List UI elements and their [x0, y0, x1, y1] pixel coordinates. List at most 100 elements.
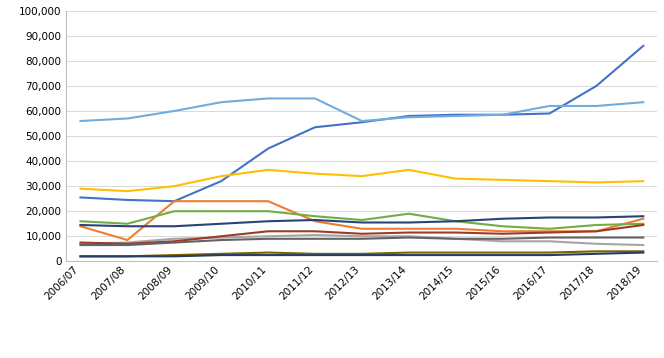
Middle East — [499, 232, 507, 236]
South America — [217, 252, 225, 256]
Line: North America: North America — [80, 216, 643, 226]
China — [358, 120, 366, 125]
Malaysia — [76, 242, 84, 246]
Middle East — [358, 232, 366, 236]
South America — [546, 251, 554, 255]
Other Europe — [592, 236, 600, 240]
Other Asia — [217, 174, 225, 178]
South America — [499, 251, 507, 255]
Malaysia — [639, 243, 647, 247]
North America — [170, 224, 178, 228]
Australasia — [311, 253, 319, 257]
South America — [170, 253, 178, 257]
India — [358, 227, 366, 231]
Middle East — [264, 229, 272, 233]
Middle East — [170, 239, 178, 243]
Other Asia — [311, 171, 319, 176]
China — [452, 112, 459, 117]
South America — [124, 254, 131, 258]
Malaysia — [592, 242, 600, 246]
Middle East — [452, 231, 459, 235]
Africa — [358, 218, 366, 222]
India — [405, 227, 413, 231]
India — [264, 199, 272, 203]
Total EU — [405, 115, 413, 120]
Australasia — [358, 253, 366, 257]
China — [170, 199, 178, 203]
China — [546, 111, 554, 116]
Middle East — [639, 223, 647, 227]
Australasia — [170, 254, 178, 258]
North America — [311, 218, 319, 222]
Other Asia — [639, 179, 647, 183]
Total EU — [639, 100, 647, 105]
Africa — [639, 222, 647, 226]
India — [311, 219, 319, 223]
Australasia — [452, 253, 459, 257]
Other Asia — [592, 180, 600, 185]
Other Europe — [639, 236, 647, 240]
Total EU — [217, 100, 225, 105]
Malaysia — [546, 239, 554, 243]
South America — [76, 254, 84, 258]
Total EU — [311, 96, 319, 101]
Other Europe — [499, 237, 507, 241]
India — [546, 229, 554, 233]
China — [76, 195, 84, 199]
India — [170, 199, 178, 203]
Australasia — [217, 253, 225, 257]
Line: India: India — [80, 201, 643, 240]
Total EU — [592, 104, 600, 108]
Africa — [124, 222, 131, 226]
Africa — [264, 209, 272, 213]
Middle East — [217, 234, 225, 238]
Australasia — [124, 254, 131, 258]
Line: Africa: Africa — [80, 211, 643, 229]
India — [124, 238, 131, 242]
Total EU — [546, 104, 554, 108]
India — [592, 229, 600, 233]
Africa — [405, 212, 413, 216]
Middle East — [76, 241, 84, 245]
Other Europe — [124, 243, 131, 247]
Line: China: China — [80, 46, 643, 201]
Other Asia — [76, 187, 84, 191]
Line: Total EU: Total EU — [80, 98, 643, 121]
North America — [76, 223, 84, 227]
Other Europe — [217, 238, 225, 242]
Malaysia — [170, 237, 178, 241]
India — [452, 227, 459, 231]
Malaysia — [405, 234, 413, 238]
India — [76, 224, 84, 228]
Line: Australasia: Australasia — [80, 253, 643, 256]
India — [639, 217, 647, 221]
Australasia — [499, 253, 507, 257]
Malaysia — [217, 236, 225, 240]
North America — [124, 224, 131, 228]
China — [124, 198, 131, 202]
Total EU — [264, 96, 272, 101]
Other Asia — [546, 179, 554, 183]
Other Asia — [124, 189, 131, 193]
Other Europe — [264, 237, 272, 241]
Africa — [311, 214, 319, 218]
North America — [405, 220, 413, 225]
Other Europe — [452, 237, 459, 241]
China — [592, 84, 600, 88]
South America — [639, 249, 647, 253]
Line: Malaysia: Malaysia — [80, 235, 643, 245]
Australasia — [264, 253, 272, 257]
Total EU — [170, 109, 178, 113]
Malaysia — [358, 234, 366, 238]
Malaysia — [499, 239, 507, 243]
North America — [452, 219, 459, 223]
Middle East — [311, 229, 319, 233]
Malaysia — [124, 241, 131, 245]
India — [499, 229, 507, 233]
Line: Middle East: Middle East — [80, 225, 643, 244]
Other Asia — [264, 168, 272, 172]
Middle East — [546, 231, 554, 235]
Africa — [592, 223, 600, 227]
China — [311, 125, 319, 130]
South America — [452, 251, 459, 255]
